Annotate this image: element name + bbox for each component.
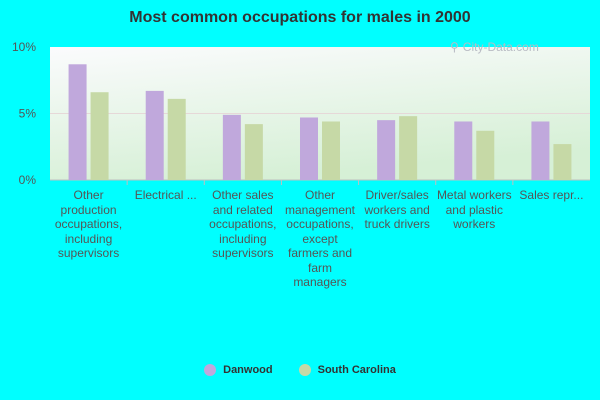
bar-danwood[interactable]	[222, 114, 241, 180]
x-tick-label: Sales repr...	[519, 188, 584, 202]
y-tick-label: 10%	[12, 40, 36, 54]
bar-danwood[interactable]	[377, 120, 396, 180]
bar-south-carolina[interactable]	[244, 124, 263, 180]
legend: Danwood South Carolina	[0, 364, 600, 376]
bar-danwood[interactable]	[531, 121, 550, 180]
watermark: ⚲ City-Data.com	[450, 40, 539, 54]
legend-label-south-carolina: South Carolina	[317, 364, 396, 376]
bar-danwood[interactable]	[145, 90, 164, 180]
bar-south-carolina[interactable]	[90, 92, 109, 180]
x-tick-label: Other sales and related occupations, inc…	[209, 188, 277, 260]
y-tick-label: 0%	[19, 173, 37, 187]
bar-south-carolina[interactable]	[167, 98, 186, 180]
x-tick-label: Metal workers and plastic workers	[436, 188, 512, 231]
legend-label-danwood: Danwood	[223, 364, 273, 376]
legend-item-danwood: Danwood	[204, 364, 273, 376]
y-tick-label: 5%	[19, 107, 37, 121]
search-icon: ⚲	[450, 40, 459, 54]
bar-south-carolina[interactable]	[399, 116, 418, 180]
bar-danwood[interactable]	[68, 64, 87, 180]
legend-swatch-south-carolina	[298, 364, 311, 376]
bar-south-carolina[interactable]	[553, 144, 572, 180]
bar-south-carolina[interactable]	[476, 130, 495, 180]
legend-swatch-danwood	[204, 364, 217, 376]
legend-item-south-carolina: South Carolina	[298, 364, 396, 376]
bar-danwood[interactable]	[300, 117, 318, 180]
chart-title: Most common occupations for males in 200…	[129, 9, 471, 26]
x-tick-label: Other production occupations, including …	[54, 188, 123, 260]
bar-south-carolina[interactable]	[322, 121, 340, 180]
bar-danwood[interactable]	[454, 121, 473, 180]
x-tick-label: Driver/sales workers and truck drivers	[364, 188, 430, 231]
watermark-text: City-Data.com	[462, 40, 539, 54]
x-tick-label: Other management occupations, except far…	[284, 188, 356, 289]
x-tick-label: Electrical ...	[134, 188, 197, 202]
